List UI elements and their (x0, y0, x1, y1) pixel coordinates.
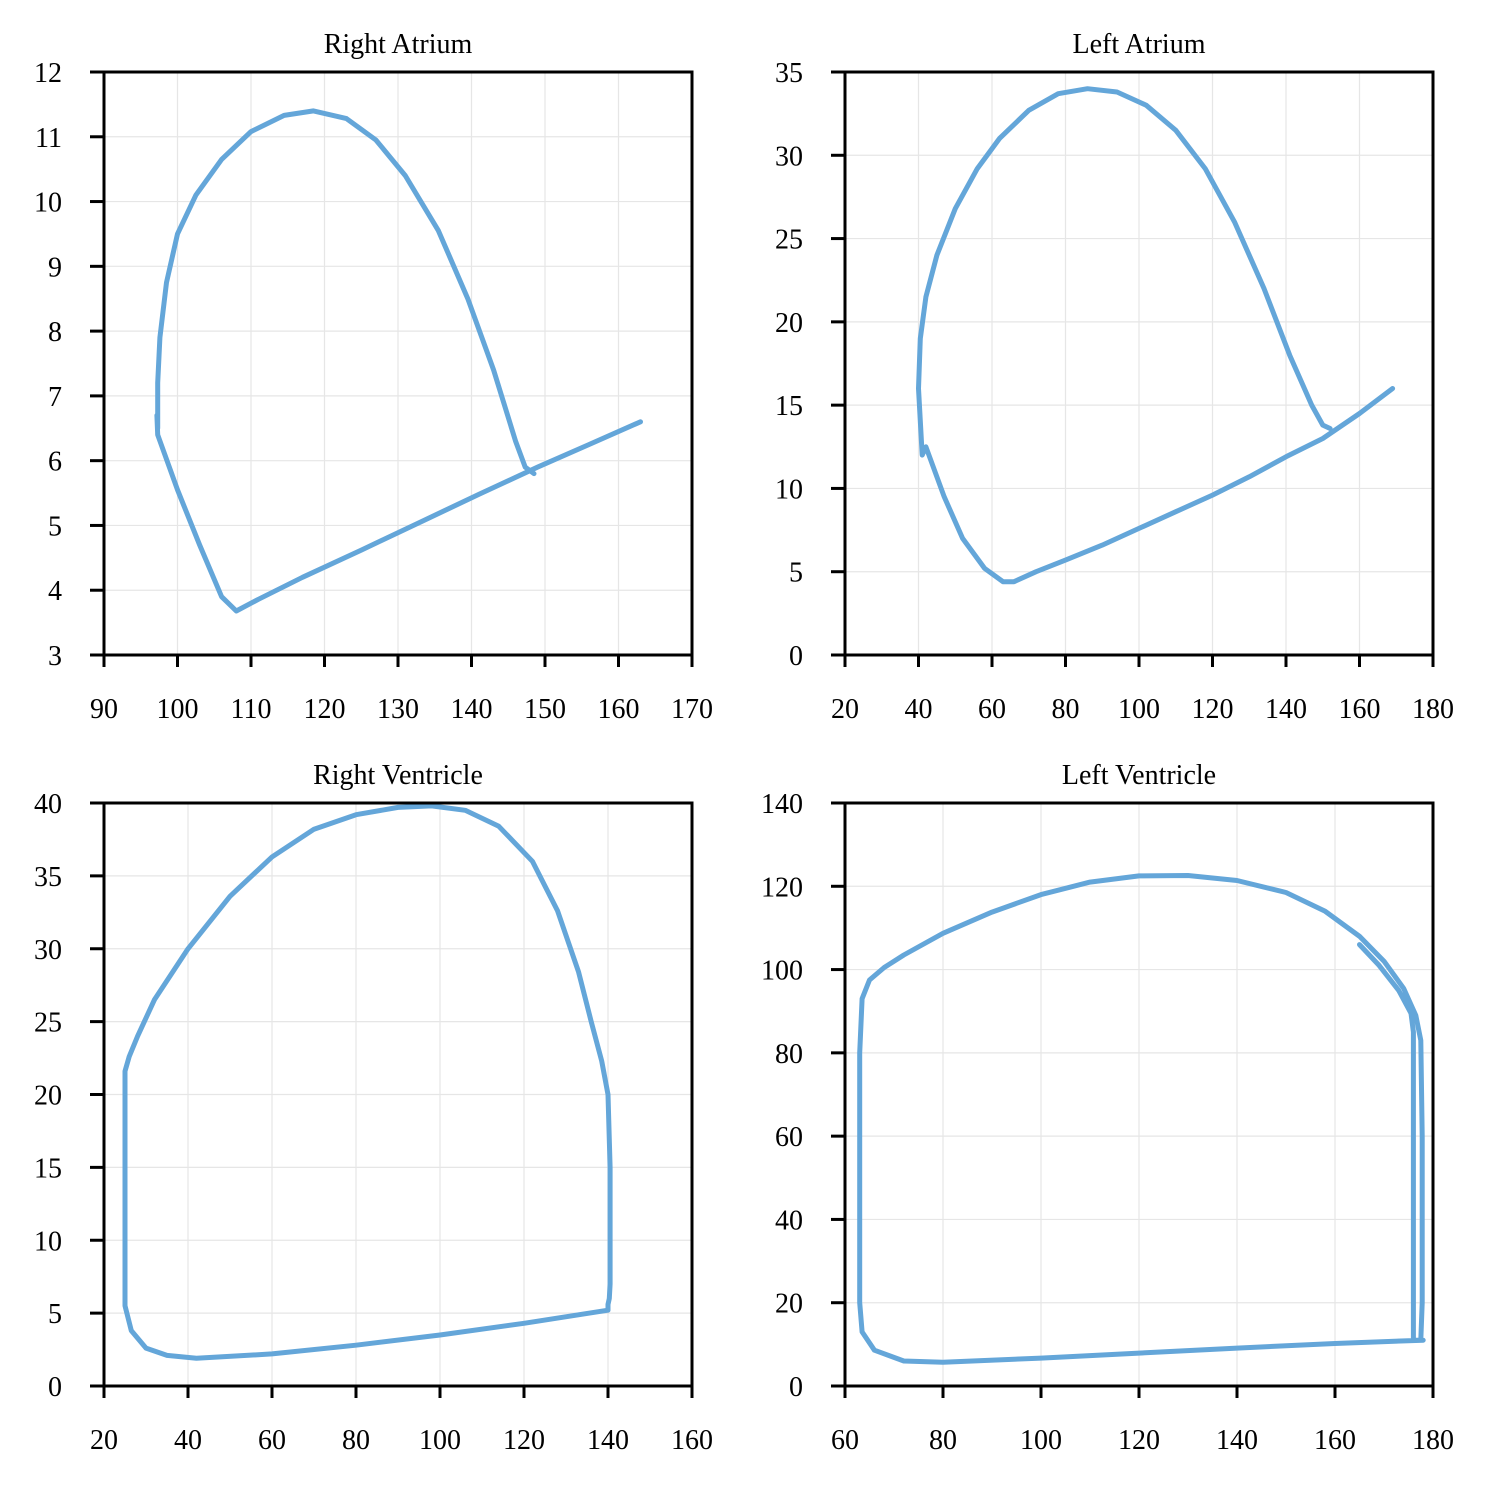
y-tick-label: 35 (775, 58, 803, 89)
x-tick-label: 180 (1412, 694, 1454, 725)
x-tick-label: 80 (342, 1425, 370, 1456)
x-tick-label: 100 (1020, 1425, 1062, 1456)
y-tick-label: 10 (775, 474, 803, 505)
x-tick-label: 40 (905, 694, 933, 725)
x-tick-label: 180 (1412, 1425, 1454, 1456)
y-tick-label: 20 (775, 1289, 803, 1320)
y-tick-label: 0 (789, 641, 803, 672)
y-tick-label: 80 (775, 1039, 803, 1070)
panel-right-atrium: Right Atrium 90 100 110 120 130 140 150 160 170 3… (34, 29, 713, 725)
pv-loop-series (122, 803, 613, 1361)
x-tick-label: 160 (671, 1425, 713, 1456)
x-tick-label: 100 (419, 1425, 461, 1456)
panel-title: Right Ventricle (313, 760, 483, 791)
x-tick-label: 100 (1118, 694, 1160, 725)
y-tick-label: 4 (48, 576, 62, 607)
y-tick-label: 25 (775, 225, 803, 256)
y-tick-label: 15 (775, 391, 803, 422)
y-tick-label: 40 (775, 1205, 803, 1236)
y-tick-label: 0 (48, 1372, 62, 1403)
panel-title: Left Atrium (1073, 29, 1206, 60)
y-tick-label: 8 (48, 317, 62, 348)
panel-title: Right Atrium (324, 29, 473, 60)
y-tick-label: 5 (48, 1299, 62, 1330)
y-tick-label: 25 (34, 1008, 62, 1039)
pv-loop-series (154, 108, 643, 614)
y-tick-label: 5 (789, 558, 803, 589)
x-tick-label: 140 (587, 1425, 629, 1456)
x-tick-label: 60 (258, 1425, 286, 1456)
y-tick-label: 120 (761, 872, 803, 903)
y-tick-label: 5 (48, 511, 62, 542)
y-tick-label: 9 (48, 252, 62, 283)
x-tick-label: 120 (1118, 1425, 1160, 1456)
x-tick-label: 120 (304, 694, 346, 725)
x-tick-label: 150 (524, 694, 566, 725)
x-tick-label: 80 (1052, 694, 1080, 725)
x-tick-label: 100 (157, 694, 199, 725)
y-tick-label: 12 (34, 58, 62, 89)
y-tick-label: 40 (34, 789, 62, 820)
x-tick-label: 60 (831, 1425, 859, 1456)
y-tick-label: 20 (34, 1081, 62, 1112)
y-tick-label: 10 (34, 1226, 62, 1257)
y-tick-label: 30 (34, 935, 62, 966)
y-tick-label: 35 (34, 862, 62, 893)
x-tick-label: 40 (174, 1425, 202, 1456)
y-tick-label: 3 (48, 641, 62, 672)
y-tick-label: 60 (775, 1122, 803, 1153)
y-tick-label: 0 (789, 1372, 803, 1403)
y-tick-label: 100 (761, 956, 803, 987)
y-tick-label: 11 (35, 123, 62, 154)
panel-right-ventricle: Right Ventricle 20 40 60 80 100 120 140 160 0 5 10… (34, 760, 713, 1456)
x-tick-label: 20 (831, 694, 859, 725)
x-tick-label: 160 (1339, 694, 1381, 725)
y-tick-label: 7 (48, 382, 62, 413)
x-tick-label: 160 (598, 694, 640, 725)
pv-loop-series (916, 86, 1396, 585)
panel-title: Left Ventricle (1062, 760, 1216, 791)
x-tick-label: 90 (90, 694, 118, 725)
y-tick-label: 15 (34, 1153, 62, 1184)
pv-loop-series (857, 873, 1426, 1365)
x-tick-label: 20 (90, 1425, 118, 1456)
y-tick-label: 30 (775, 141, 803, 172)
panel-left-ventricle: Left Ventricle 60 80 100 120 140 160 180 0 20 40 6… (761, 760, 1454, 1456)
y-tick-label: 20 (775, 308, 803, 339)
x-tick-label: 120 (503, 1425, 545, 1456)
x-tick-label: 140 (1216, 1425, 1258, 1456)
x-tick-label: 170 (671, 694, 713, 725)
x-tick-label: 160 (1314, 1425, 1356, 1456)
x-tick-label: 140 (1265, 694, 1307, 725)
x-tick-label: 140 (451, 694, 493, 725)
x-tick-label: 60 (978, 694, 1006, 725)
x-tick-label: 130 (377, 694, 419, 725)
x-tick-label: 110 (231, 694, 272, 725)
y-tick-label: 6 (48, 447, 62, 478)
x-tick-label: 120 (1192, 694, 1234, 725)
y-tick-label: 140 (761, 789, 803, 820)
x-tick-label: 80 (929, 1425, 957, 1456)
y-tick-label: 10 (34, 188, 62, 219)
panel-left-atrium: Left Atrium 20 40 60 80 100 120 140 160 180 0 5 10 1… (775, 29, 1454, 725)
